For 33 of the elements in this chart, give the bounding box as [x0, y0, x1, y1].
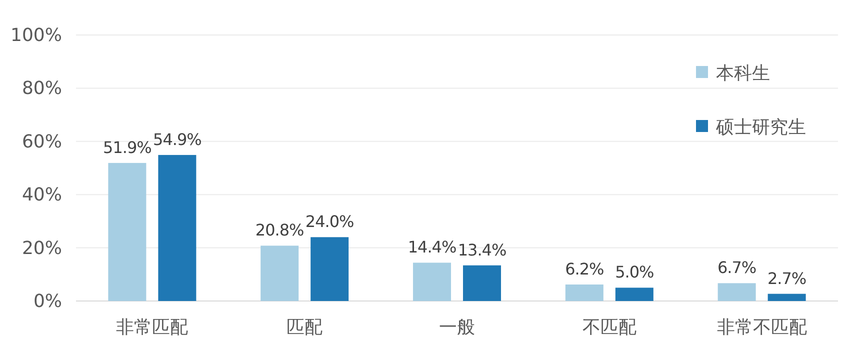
bar: [260, 246, 299, 301]
legend-label: 硕士研究生: [715, 117, 806, 138]
text: 20.8%: [255, 220, 304, 240]
text: 24.0%: [305, 212, 354, 232]
bar: [158, 154, 196, 301]
bar: [565, 284, 604, 301]
x-tick-label: 不匹配: [582, 317, 636, 338]
bar: [108, 162, 146, 301]
text: 54.9%: [153, 130, 202, 149]
bar: [615, 288, 654, 301]
bar: [768, 294, 806, 301]
x-tick-label: 非常匹配: [116, 317, 188, 338]
x-tick-label: 非常不匹配: [716, 317, 807, 338]
x-tick-label: 匹配: [286, 317, 323, 338]
text: 2.7%: [767, 268, 806, 288]
y-tick-label: 80%: [22, 78, 62, 100]
y-tick-label: 60%: [22, 131, 62, 152]
text: 6.2%: [565, 260, 604, 279]
bar: [310, 237, 349, 301]
y-tick-label: 100%: [10, 25, 62, 46]
y-tick-label: 40%: [22, 184, 62, 206]
y-tick-label: 0%: [33, 291, 62, 312]
bar: [463, 265, 501, 301]
text: 14.4%: [408, 238, 456, 257]
legend-label: 本科生: [716, 63, 770, 84]
bar: [718, 283, 756, 301]
y-tick-label: 20%: [22, 238, 62, 259]
text: 5.0%: [615, 262, 654, 282]
text: 6.7%: [717, 258, 756, 278]
text: 51.9%: [103, 138, 152, 157]
text: 13.4%: [458, 240, 506, 260]
x-tick-label: 一般: [439, 317, 475, 338]
bar: [413, 262, 451, 301]
